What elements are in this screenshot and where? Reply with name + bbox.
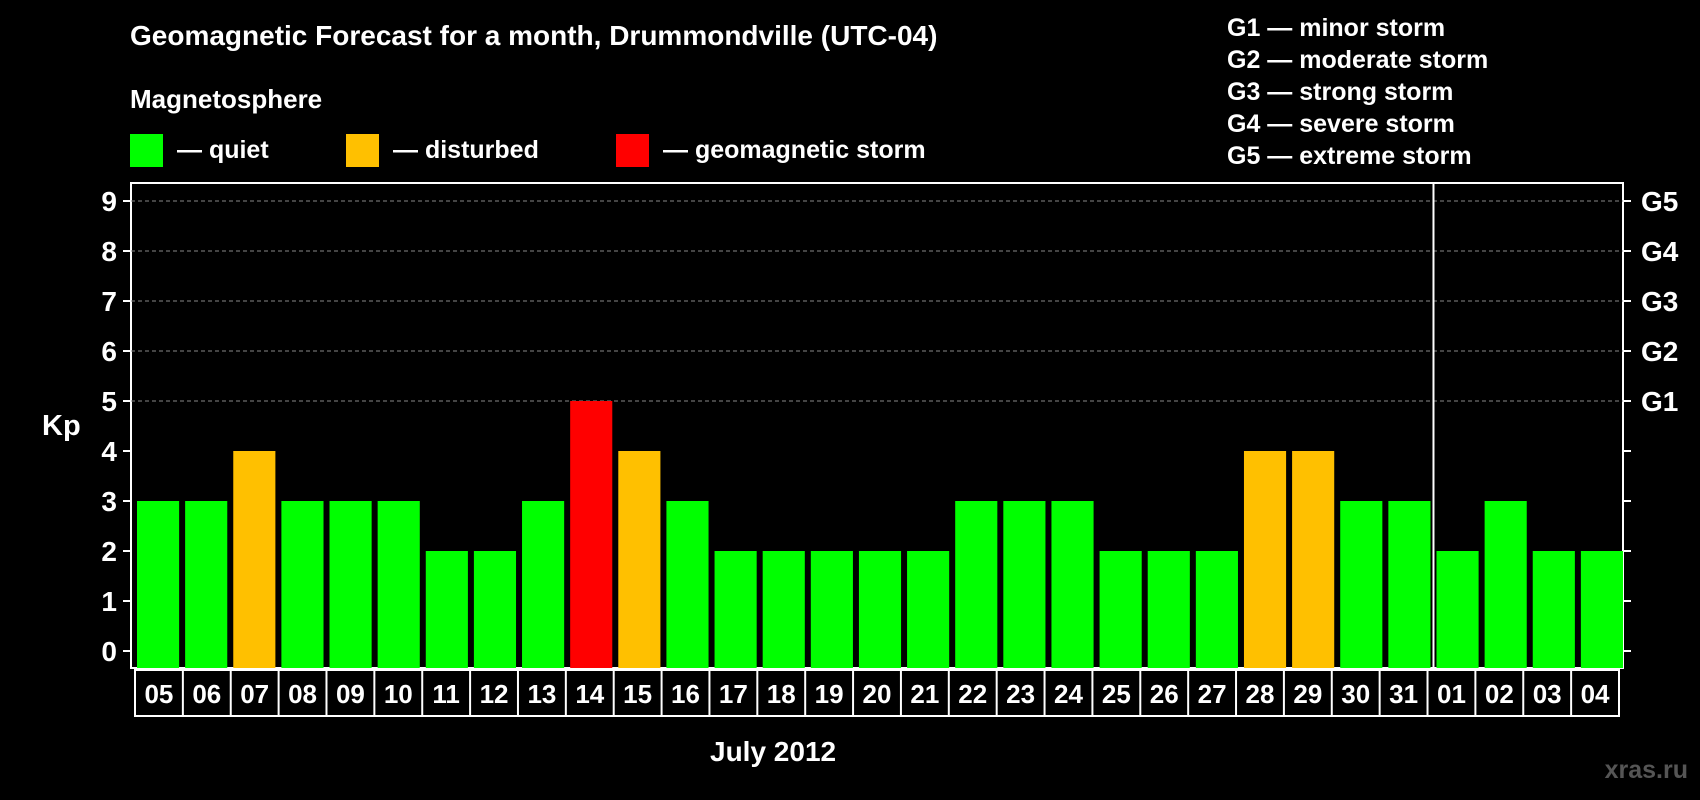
g-scale-item: G2 — moderate storm <box>1227 46 1489 74</box>
bar-21 <box>907 551 950 668</box>
bar-22 <box>955 501 998 668</box>
x-tick-label: 18 <box>767 679 796 709</box>
g-level-label: G2 <box>1641 336 1678 367</box>
g-scale-item: G1 — minor storm <box>1227 14 1446 42</box>
y-tick-label: 8 <box>101 236 117 267</box>
x-tick-label: 12 <box>480 679 509 709</box>
bar-20 <box>858 551 902 668</box>
x-tick-label: 31 <box>1389 679 1418 709</box>
legend-subtitle: Magnetosphere <box>130 84 323 114</box>
bar-09 <box>329 501 372 668</box>
y-tick-label: 2 <box>101 536 117 567</box>
legend-swatch-storm <box>616 134 649 167</box>
bar-27 <box>1195 551 1238 668</box>
y-tick-label: 6 <box>101 336 117 367</box>
bar-16 <box>666 501 709 668</box>
date-axis-box <box>134 669 1620 717</box>
bar-14 <box>570 401 613 668</box>
chart-title: Geomagnetic Forecast for a month, Drummo… <box>130 20 938 51</box>
x-tick-label: 23 <box>1006 679 1035 709</box>
y-tick-label: 1 <box>101 586 117 617</box>
bar-11 <box>425 551 468 668</box>
x-tick-label: 02 <box>1485 679 1514 709</box>
g-scale-item: G4 — severe storm <box>1227 110 1455 138</box>
g-level-label: G5 <box>1641 186 1678 217</box>
bar-02 <box>1484 501 1527 668</box>
bar-04 <box>1580 551 1623 668</box>
g-level-label: G4 <box>1641 236 1679 267</box>
x-tick-label: 13 <box>527 679 556 709</box>
bar-05 <box>137 501 180 668</box>
y-tick-label: 7 <box>101 286 117 317</box>
x-tick-label: 03 <box>1533 679 1562 709</box>
bar-19 <box>810 551 853 668</box>
bar-12 <box>473 551 517 668</box>
g-level-label: G3 <box>1641 286 1678 317</box>
x-tick-label: 15 <box>623 679 652 709</box>
x-tick-label: 24 <box>1054 679 1083 709</box>
g-scale-legend: G1 — minor storm G2 — moderate storm G3 … <box>1227 12 1488 172</box>
x-tick-label: 07 <box>240 679 269 709</box>
bar-26 <box>1147 551 1190 668</box>
y-axis-label: Kp <box>42 410 81 442</box>
x-tick-label: 19 <box>815 679 844 709</box>
watermark: xras.ru <box>1604 756 1688 784</box>
legend-swatch-disturbed <box>346 134 379 167</box>
bar-23 <box>1003 501 1046 668</box>
x-tick-label: 08 <box>288 679 317 709</box>
bar-29 <box>1292 451 1335 668</box>
x-tick-label: 30 <box>1341 679 1370 709</box>
bar-06 <box>185 501 228 668</box>
x-tick-label: 25 <box>1102 679 1131 709</box>
bar-31 <box>1388 501 1431 668</box>
x-tick-label: 27 <box>1198 679 1227 709</box>
x-tick-label: 21 <box>910 679 939 709</box>
bar-17 <box>714 551 757 668</box>
bar-13 <box>522 501 565 668</box>
bar-01 <box>1436 551 1479 668</box>
legend-swatch-quiet <box>130 134 163 167</box>
y-tick-label: 0 <box>101 636 117 667</box>
legend-label-storm: — geomagnetic storm <box>663 136 926 164</box>
x-tick-label: 29 <box>1293 679 1322 709</box>
x-tick-label: 20 <box>863 679 892 709</box>
g-scale-item: G3 — strong storm <box>1227 78 1454 106</box>
x-tick-label: 10 <box>384 679 413 709</box>
x-tick-label: 28 <box>1246 679 1275 709</box>
x-tick-label: 26 <box>1150 679 1179 709</box>
x-tick-label: 06 <box>192 679 221 709</box>
bar-28 <box>1243 451 1287 668</box>
x-axis-label: July 2012 <box>710 736 837 767</box>
bar-15 <box>618 451 661 668</box>
x-tick-label: 17 <box>719 679 748 709</box>
bar-25 <box>1099 551 1142 668</box>
x-tick-label: 16 <box>671 679 700 709</box>
x-tick-label: 22 <box>958 679 987 709</box>
x-tick-label: 05 <box>144 679 173 709</box>
legend-item-quiet: — quiet <box>130 134 269 167</box>
legend-item-storm: — geomagnetic storm <box>616 134 926 167</box>
g-level-label: G1 <box>1641 386 1678 417</box>
x-tick-label: 04 <box>1581 679 1610 709</box>
y-tick-label: 5 <box>101 386 117 417</box>
y-tick-label: 9 <box>101 186 117 217</box>
bar-10 <box>377 501 420 668</box>
x-tick-label: 14 <box>575 679 604 709</box>
legend-item-disturbed: — disturbed <box>346 134 539 167</box>
x-tick-label: 01 <box>1437 679 1466 709</box>
y-tick-label: 3 <box>101 486 117 517</box>
bar-18 <box>762 551 805 668</box>
bar-03 <box>1532 551 1575 668</box>
x-tick-label: 09 <box>336 679 365 709</box>
y-tick-label: 4 <box>101 436 117 467</box>
g-scale-item: G5 — extreme storm <box>1227 142 1472 170</box>
legend-label-quiet: — quiet <box>177 136 269 164</box>
legend-label-disturbed: — disturbed <box>393 136 539 164</box>
bar-30 <box>1340 501 1383 668</box>
bar-08 <box>281 501 324 668</box>
bar-24 <box>1051 501 1094 668</box>
x-tick-label: 11 <box>432 679 460 709</box>
bar-07 <box>233 451 276 668</box>
